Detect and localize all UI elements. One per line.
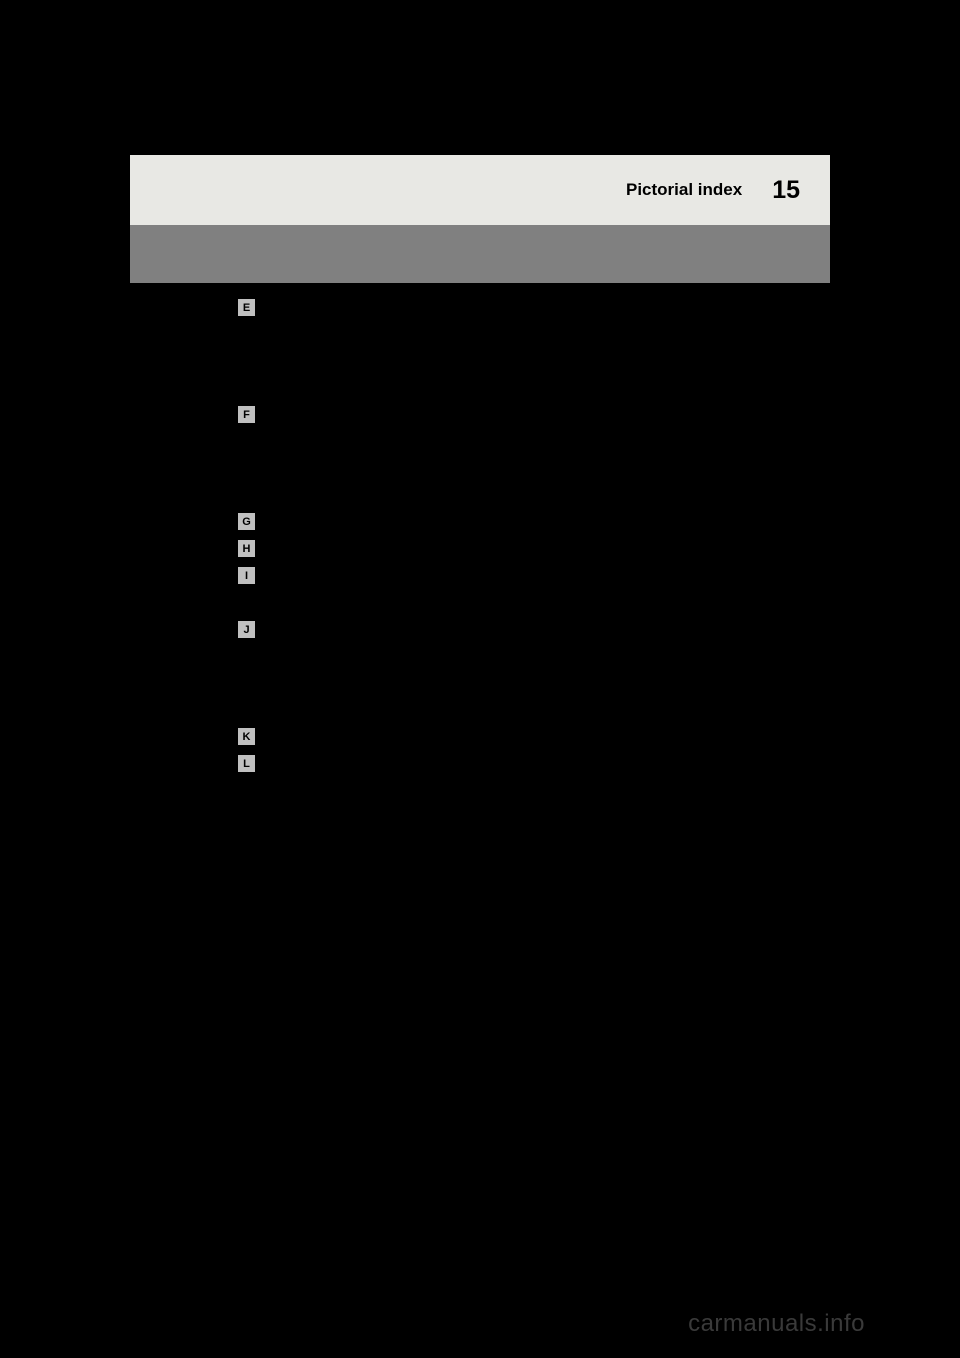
header-bar: Pictorial index 15 xyxy=(130,155,830,225)
index-row: H xyxy=(237,539,830,558)
index-box-e: E xyxy=(237,298,256,317)
watermark: carmanuals.info xyxy=(688,1310,865,1338)
header-title: Pictorial index xyxy=(626,180,742,200)
index-box-j: J xyxy=(237,620,256,639)
content-area: E F G H I J K L xyxy=(130,283,830,773)
page-number: 15 xyxy=(772,176,800,205)
index-row: G xyxy=(237,512,830,531)
index-box-i: I xyxy=(237,566,256,585)
index-row: E xyxy=(237,298,830,317)
index-box-g: G xyxy=(237,512,256,531)
index-row: K xyxy=(237,727,830,746)
index-row: J xyxy=(237,620,830,639)
index-box-f: F xyxy=(237,405,256,424)
page-container: Pictorial index 15 E F G H I J K L xyxy=(130,155,830,780)
gray-band xyxy=(130,225,830,283)
index-box-l: L xyxy=(237,754,256,773)
index-box-k: K xyxy=(237,727,256,746)
index-row: L xyxy=(237,754,830,773)
index-row: I xyxy=(237,566,830,585)
index-row: F xyxy=(237,405,830,424)
index-box-h: H xyxy=(237,539,256,558)
